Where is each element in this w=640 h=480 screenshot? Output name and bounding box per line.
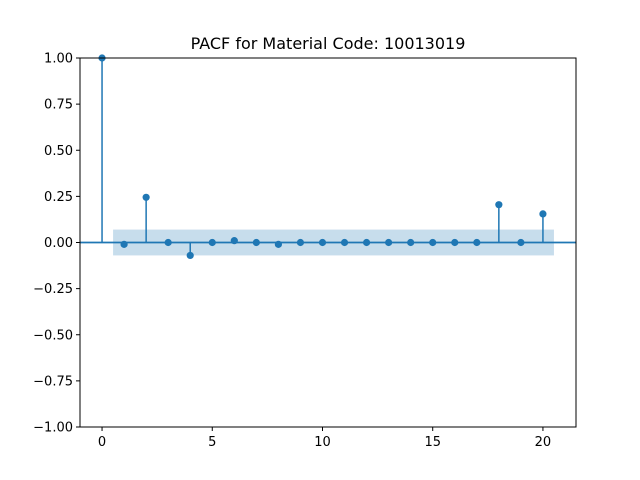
marker-lag-14: [407, 238, 415, 247]
y-tick-label: 1.00: [44, 52, 73, 67]
y-tick-label: 0.50: [44, 144, 73, 159]
marker-lag-13: [385, 238, 393, 247]
marker-lag-12: [362, 238, 371, 247]
marker-lag-18: [495, 201, 503, 209]
marker-lag-17: [473, 238, 481, 247]
x-tick-label: 0: [98, 435, 106, 450]
x-tick-label: 20: [535, 435, 552, 450]
axes-frame: [79, 57, 577, 428]
x-tick-label: 5: [208, 435, 216, 450]
marker-lag-6: [230, 237, 238, 245]
marker-lag-15: [429, 238, 437, 247]
marker-lag-2: [142, 193, 150, 201]
y-tick-label: 0.25: [44, 190, 73, 205]
y-tick-label: −0.50: [33, 328, 73, 343]
marker-lag-5: [208, 238, 216, 247]
marker-lag-7: [252, 238, 260, 247]
y-tick-label: 0.00: [44, 236, 73, 251]
marker-lag-16: [451, 238, 459, 247]
marker-lag-3: [164, 238, 172, 247]
y-tick-label: −0.25: [33, 282, 73, 297]
marker-lag-19: [517, 238, 525, 247]
x-tick-label: 15: [424, 435, 441, 450]
marker-lag-20: [539, 210, 547, 218]
y-tick-label: −1.00: [33, 421, 73, 436]
y-tick-label: −0.75: [33, 374, 73, 389]
marker-lag-9: [296, 238, 305, 247]
plot-area: 0 5 10 15 20 1.00 0.75 0.50 0.25 0.00 −0.25 −0.50 −0…: [33, 52, 576, 450]
marker-lag-1: [120, 240, 128, 248]
x-tick-label: 10: [314, 435, 331, 450]
marker-lag-10: [318, 238, 327, 247]
y-tick-label: 0.75: [44, 98, 73, 113]
marker-lag-11: [340, 238, 349, 247]
chart-title: PACF for Material Code: 10013019: [191, 34, 466, 53]
marker-lag-8: [274, 240, 282, 248]
marker-lag-4: [186, 251, 194, 260]
